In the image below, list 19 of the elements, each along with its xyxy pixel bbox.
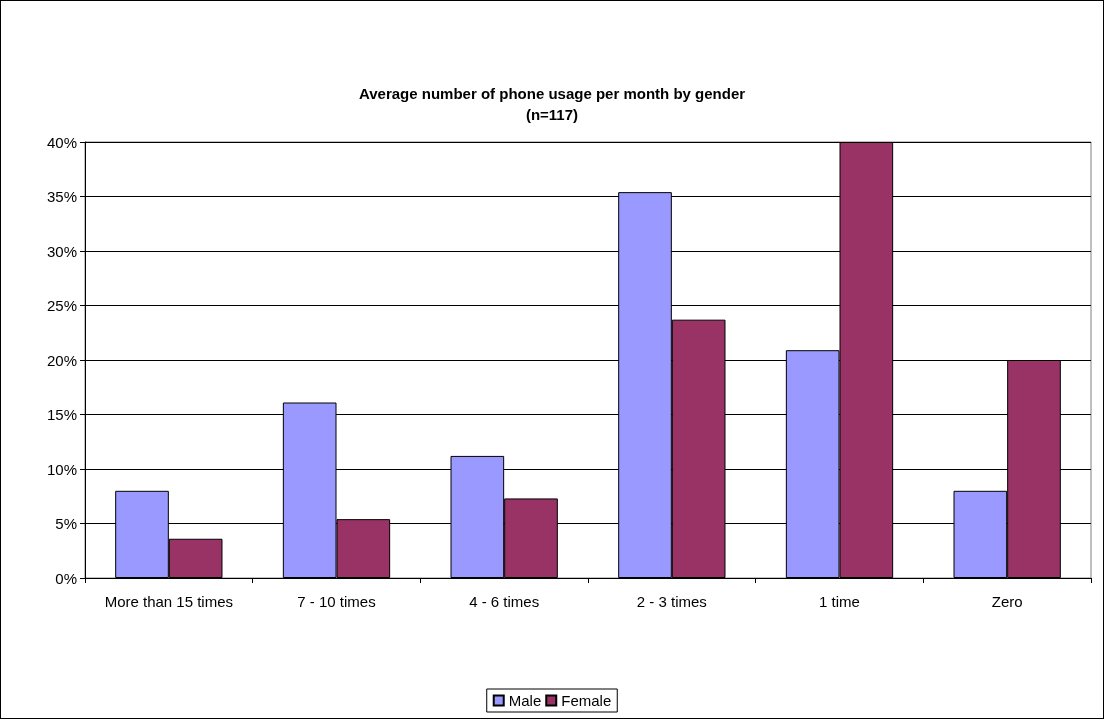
chart-subtitle: (n=117) bbox=[525, 106, 579, 123]
chart-title: Average number of phone usage per month by gender bbox=[358, 85, 746, 102]
y-tick-label: 25% bbox=[46, 297, 77, 314]
y-tick-label: 30% bbox=[46, 242, 77, 260]
legend-label: Female bbox=[561, 692, 612, 709]
x-tick-label: 2 - 3 times bbox=[636, 592, 707, 610]
y-tick-label: 40% bbox=[46, 133, 77, 151]
y-tick-label: 15% bbox=[46, 406, 77, 423]
x-tick-label: Zero bbox=[991, 592, 1023, 610]
y-tick-label: 0% bbox=[55, 569, 77, 587]
legend-label: Male bbox=[508, 692, 542, 709]
y-tick-label: 35% bbox=[46, 188, 77, 205]
x-tick-label: More than 15 times bbox=[104, 592, 234, 610]
y-tick-label: 5% bbox=[55, 515, 77, 532]
y-tick-label: 20% bbox=[46, 351, 77, 369]
x-tick-label: 7 - 10 times bbox=[297, 592, 376, 610]
x-tick-label: 1 time bbox=[819, 592, 860, 610]
y-tick-label: 10% bbox=[46, 460, 77, 478]
x-tick-label: 4 - 6 times bbox=[469, 592, 540, 610]
